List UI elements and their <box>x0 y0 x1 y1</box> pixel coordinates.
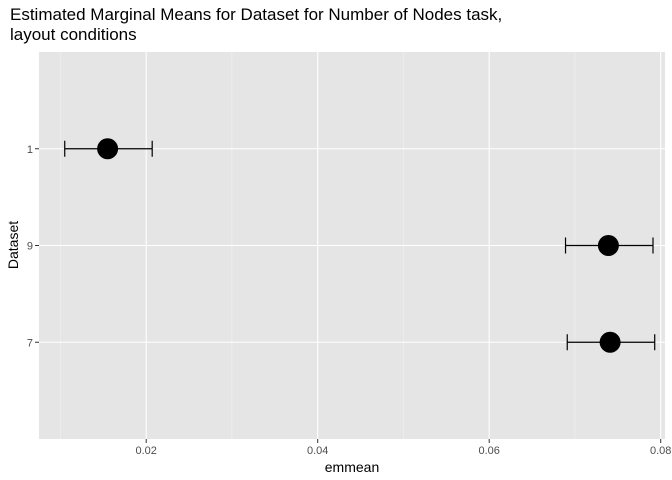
x-tick-label: 0.02 <box>135 445 156 457</box>
y-tick-label: 7 <box>27 337 33 349</box>
axis-ticks <box>35 148 662 443</box>
y-tick-label: 1 <box>27 144 33 156</box>
data-points <box>97 138 621 353</box>
x-tick-label: 0.08 <box>650 445 671 457</box>
data-point <box>597 235 619 256</box>
tick-labels: 0.02 0.04 0.06 0.08 7 9 1 <box>27 144 672 457</box>
y-tick-label: 9 <box>27 241 33 253</box>
chart-title: Estimated Marginal Means for Dataset for… <box>10 5 502 44</box>
title-line: layout conditions <box>10 25 137 44</box>
x-tick-label: 0.06 <box>478 445 499 457</box>
title-line: Estimated Marginal Means for Dataset for… <box>10 5 502 24</box>
x-axis-title: emmean <box>325 459 379 475</box>
data-point <box>97 138 119 160</box>
y-axis-title: Dataset <box>5 221 21 269</box>
x-tick-label: 0.04 <box>307 445 328 457</box>
data-point <box>599 331 621 353</box>
